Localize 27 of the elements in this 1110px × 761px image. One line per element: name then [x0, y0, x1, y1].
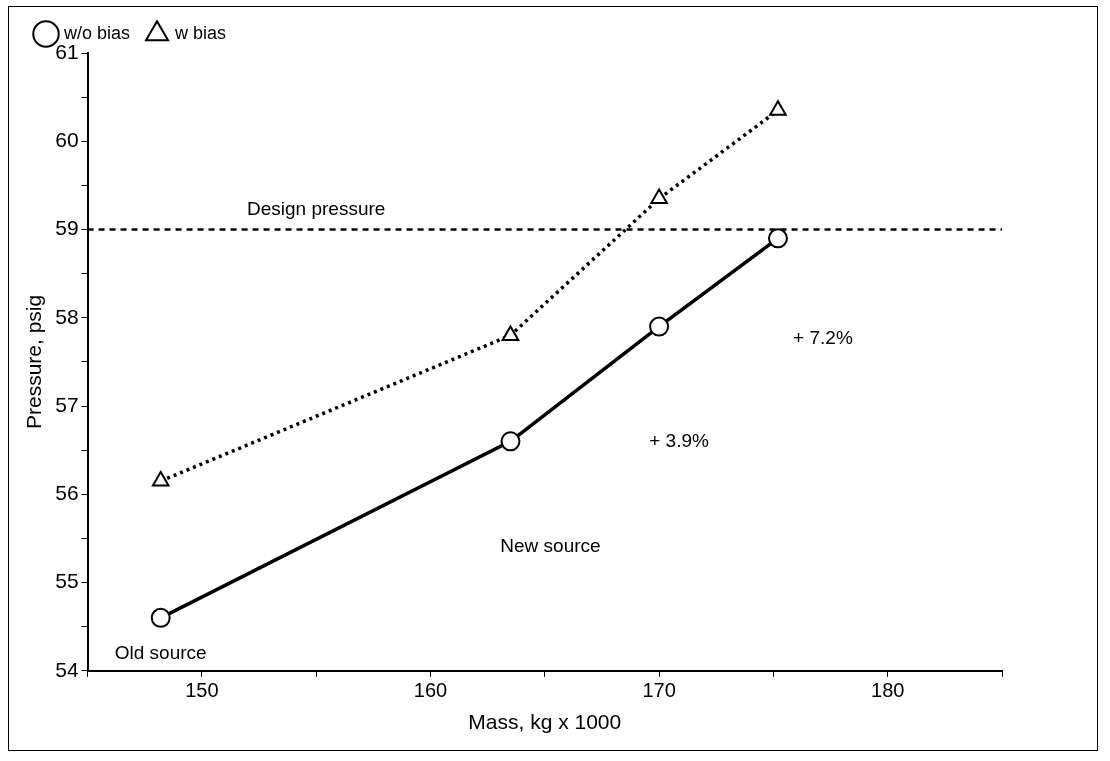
annotation: New source [500, 534, 601, 556]
x-tick-label: 180 [871, 679, 905, 702]
y-axis-title: Pressure, psig [22, 294, 46, 430]
ref-line-label: Design pressure [247, 198, 386, 220]
y-tick-label: 55 [55, 569, 79, 593]
point [150, 607, 171, 628]
y-tick-label: 58 [55, 304, 79, 328]
x-axis-title: Mass, kg x 1000 [468, 710, 622, 734]
point [767, 228, 788, 249]
y-tick-label: 54 [55, 657, 79, 681]
y-tick-label: 57 [55, 392, 79, 416]
x-tick-label: 160 [413, 679, 448, 702]
point [151, 471, 170, 487]
y-tick-label: 60 [55, 128, 79, 152]
point [500, 431, 521, 452]
point [649, 316, 670, 337]
annotation: + 3.9% [649, 429, 710, 451]
point [769, 100, 787, 116]
annotation: + 7.2% [793, 326, 853, 348]
legend-label: w bias [174, 22, 227, 43]
y-tick-label: 59 [55, 216, 79, 240]
point [650, 188, 668, 205]
annotation: Old source [114, 642, 207, 664]
point [501, 325, 520, 341]
x-tick-label: 150 [185, 679, 219, 702]
x-tick-label: 170 [642, 679, 676, 702]
y-tick-label: 56 [55, 481, 79, 505]
